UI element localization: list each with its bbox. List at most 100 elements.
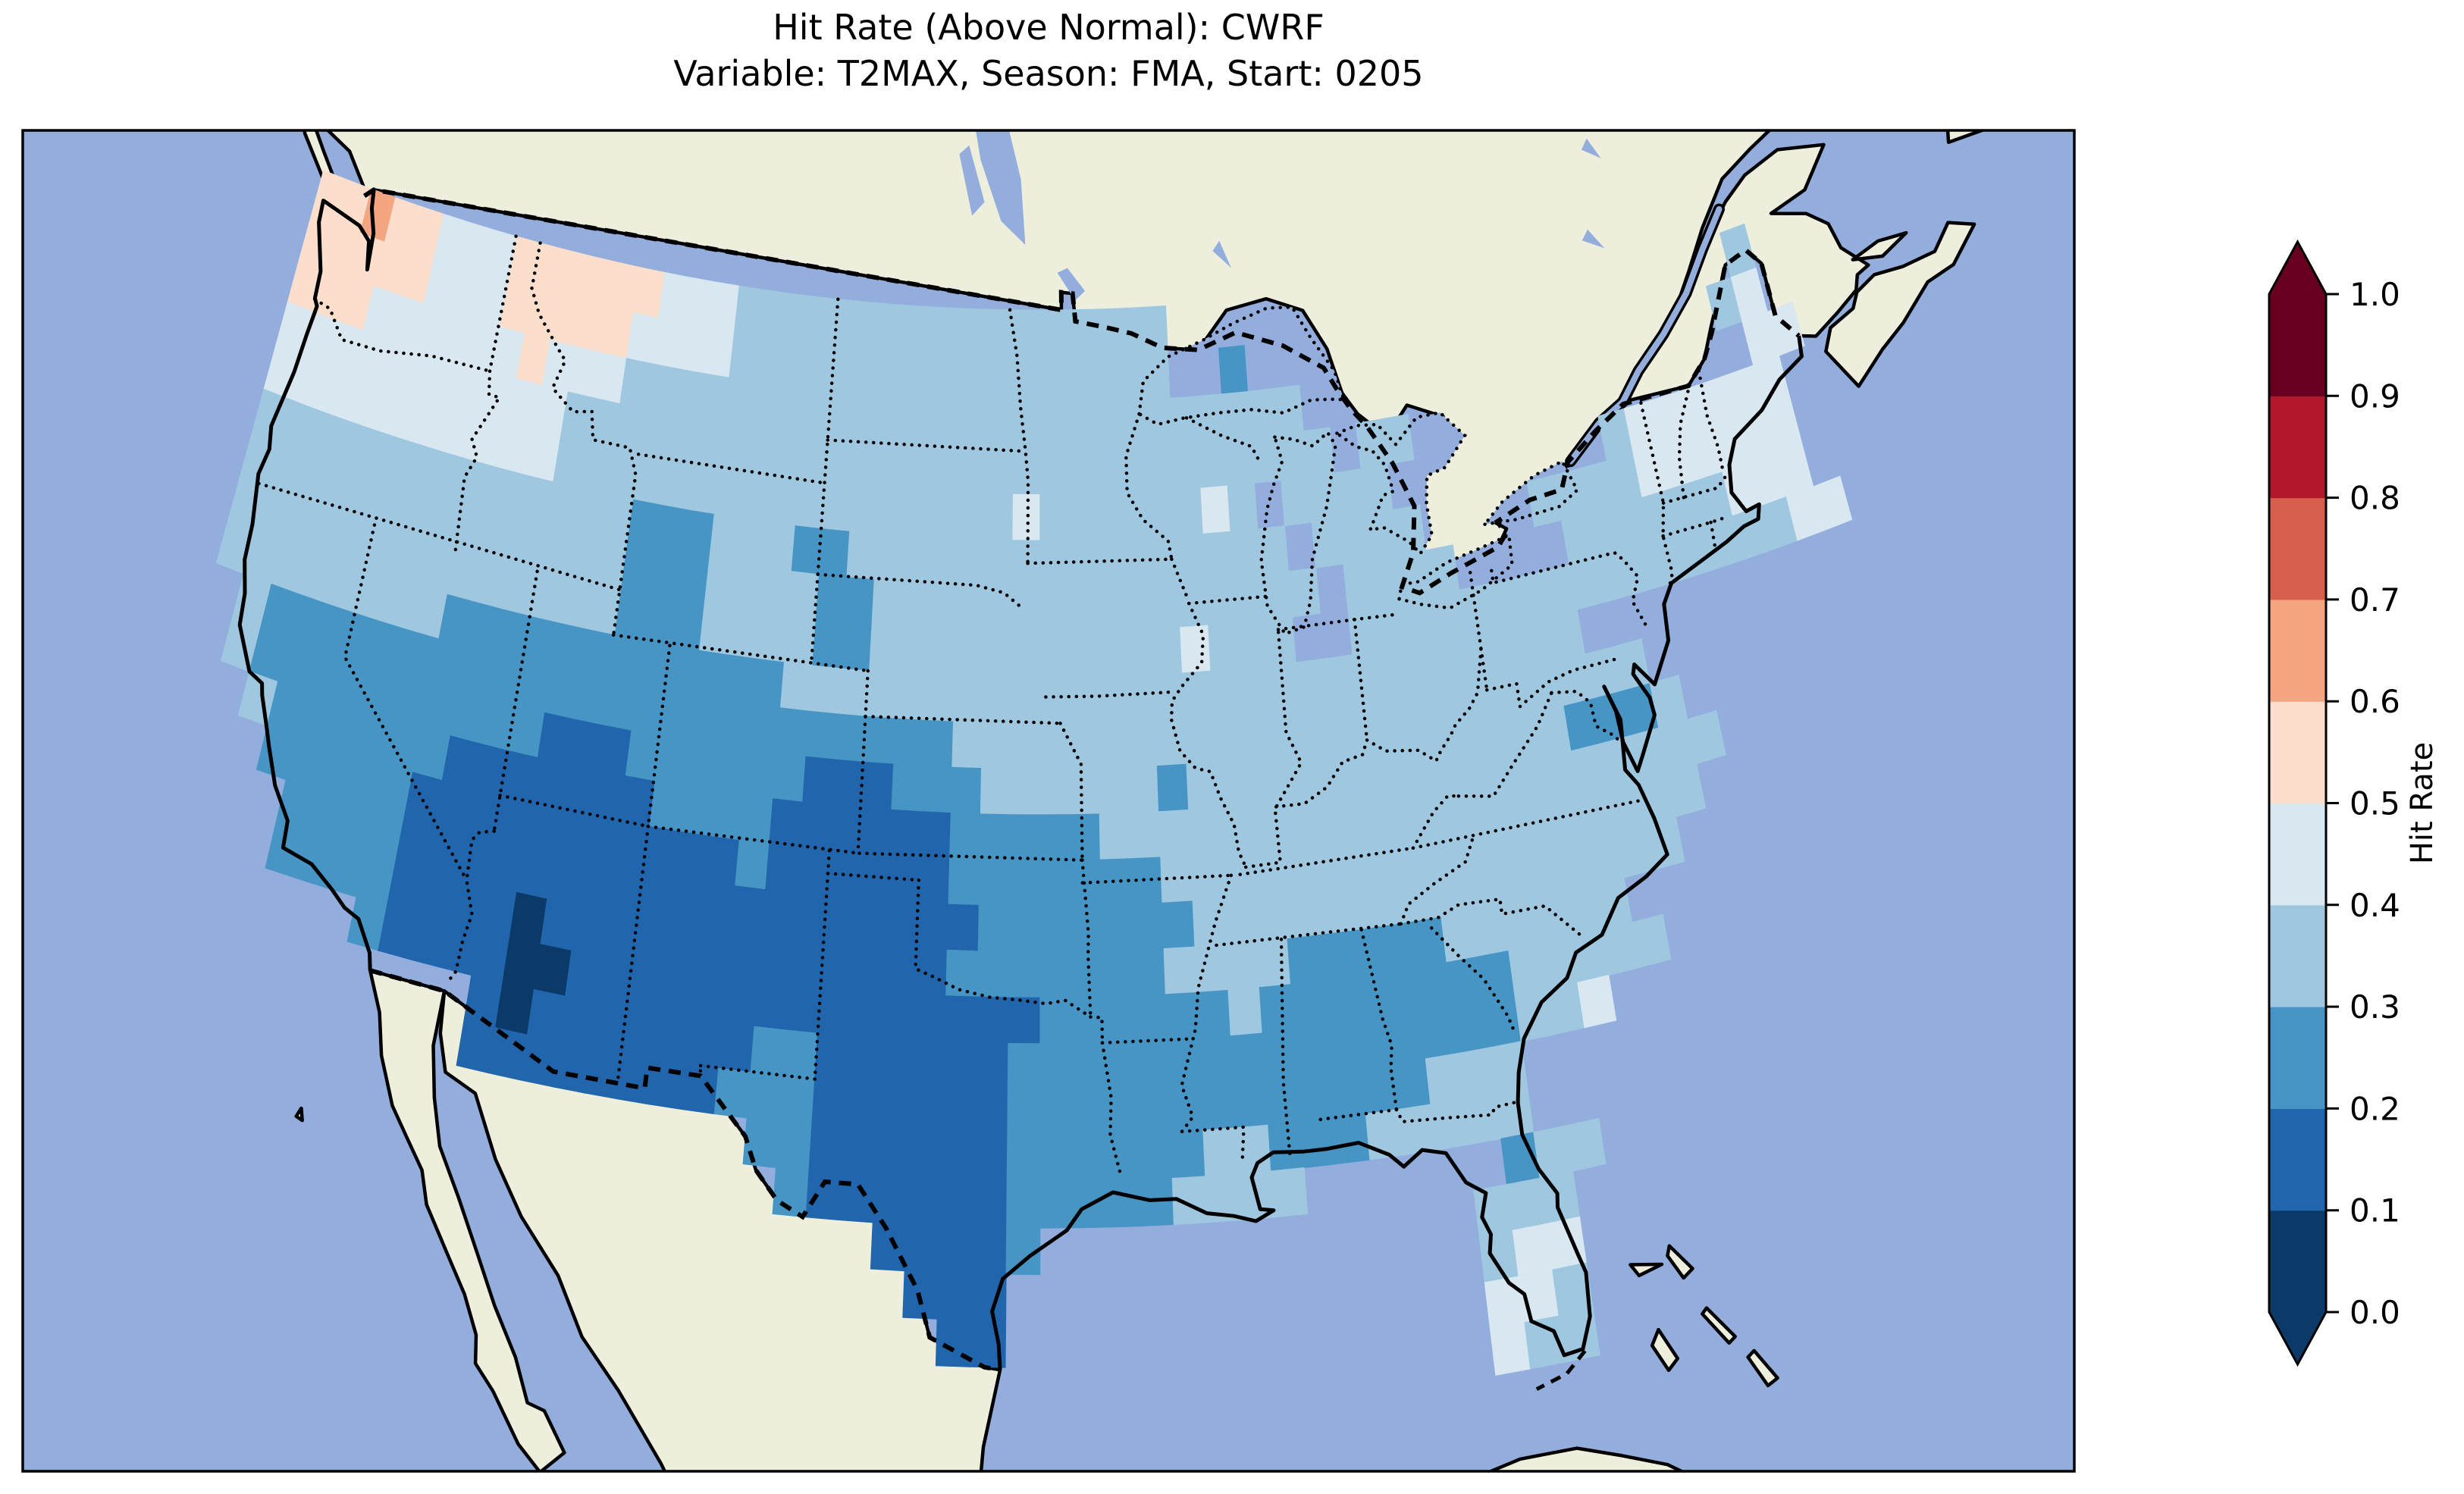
grid-cell bbox=[1325, 1022, 1362, 1073]
grid-cell bbox=[822, 482, 854, 532]
grid-cell bbox=[1150, 581, 1181, 630]
grid-cell bbox=[1256, 938, 1292, 988]
grid-cell bbox=[926, 628, 957, 677]
grid-cell bbox=[772, 1167, 810, 1218]
grid-cell bbox=[1010, 722, 1041, 770]
grid-cell bbox=[1146, 490, 1177, 538]
grid-cell bbox=[1218, 345, 1249, 395]
grid-cell bbox=[987, 355, 1015, 403]
grid-cell bbox=[911, 305, 940, 355]
grid-cell bbox=[852, 439, 882, 489]
grid-cell bbox=[923, 674, 955, 722]
grid-cell bbox=[1813, 475, 1853, 531]
grid-cell bbox=[565, 950, 603, 1003]
grid-cell bbox=[876, 487, 907, 537]
grid-cell bbox=[743, 749, 778, 800]
grid-cell bbox=[1096, 630, 1127, 678]
grid-cell bbox=[718, 1022, 755, 1073]
grid-cell bbox=[769, 798, 804, 848]
grid-cell bbox=[1092, 446, 1121, 495]
grid-cell bbox=[808, 1124, 845, 1175]
grid-cell bbox=[1039, 631, 1069, 678]
state-border-line bbox=[1399, 897, 1587, 941]
grid-cell bbox=[1067, 676, 1099, 724]
grid-cell bbox=[960, 400, 989, 449]
grid-cell bbox=[1156, 763, 1190, 813]
grid-cell bbox=[1039, 768, 1071, 816]
grid-cell bbox=[1506, 1177, 1547, 1231]
grid-cell bbox=[1065, 401, 1094, 449]
canadian-lake bbox=[1057, 268, 1086, 301]
grid-cell bbox=[927, 583, 958, 631]
grid-cell bbox=[1425, 1053, 1464, 1105]
grid-cell bbox=[1409, 916, 1447, 969]
grid-cell bbox=[846, 531, 878, 581]
grid-cell bbox=[1645, 816, 1685, 871]
grid-cell bbox=[1334, 468, 1367, 519]
grid-cell bbox=[908, 397, 937, 446]
grid-cell bbox=[1139, 1177, 1174, 1227]
grid-cell bbox=[1687, 709, 1726, 765]
grid-cell bbox=[942, 1087, 977, 1135]
state-border-line bbox=[1353, 618, 1369, 742]
state-border-line bbox=[1080, 858, 1092, 1019]
grid-cell bbox=[915, 902, 949, 951]
grid-cell bbox=[616, 1053, 655, 1105]
grid-cell bbox=[879, 441, 909, 491]
grid-cell bbox=[973, 1134, 1008, 1182]
grid-cell bbox=[1227, 482, 1259, 532]
grid-cell bbox=[1666, 763, 1707, 818]
grid-cell bbox=[1066, 447, 1095, 495]
grid-cell bbox=[1356, 1017, 1394, 1069]
grid-cell bbox=[1155, 718, 1187, 767]
grid-cell bbox=[961, 354, 989, 402]
grid-cell bbox=[984, 539, 1014, 587]
state-border-line bbox=[1100, 1037, 1195, 1045]
grid-cell bbox=[1161, 900, 1196, 950]
grid-cell bbox=[1128, 811, 1161, 860]
grid-cell bbox=[1136, 1085, 1171, 1135]
colorbar-segment bbox=[2269, 294, 2326, 396]
colorbar-tick-label: 1.0 bbox=[2350, 276, 2400, 313]
grid-cell bbox=[1483, 995, 1522, 1048]
grid-cell bbox=[897, 627, 929, 675]
grid-cell bbox=[779, 1075, 816, 1126]
grid-cell bbox=[889, 809, 922, 858]
lake-outline-ontario bbox=[1481, 459, 1580, 527]
grid-cell bbox=[829, 390, 859, 441]
grid-cell bbox=[805, 1170, 843, 1221]
grid-cell bbox=[1271, 1167, 1309, 1218]
state-border-line bbox=[492, 569, 539, 833]
grid-cell bbox=[1137, 1132, 1173, 1181]
state-border-line bbox=[487, 234, 518, 373]
state-border-line bbox=[1080, 873, 1234, 885]
grid-cell bbox=[861, 301, 890, 351]
grid-cell bbox=[1091, 400, 1120, 449]
grid-cell bbox=[1370, 831, 1406, 882]
grid-cell bbox=[1208, 622, 1240, 672]
state-border-line bbox=[1399, 835, 1475, 926]
grid-cell bbox=[883, 349, 913, 399]
grid-cell bbox=[920, 766, 953, 814]
grid-cell bbox=[972, 1180, 1008, 1229]
state-border-line bbox=[1184, 416, 1263, 466]
state-border-line bbox=[257, 481, 622, 592]
grid-cell bbox=[849, 485, 880, 534]
grid-cell bbox=[763, 521, 796, 572]
grid-cell bbox=[1124, 628, 1155, 677]
grid-cell bbox=[1462, 1092, 1502, 1145]
grid-cell bbox=[1300, 1117, 1338, 1169]
grid-cell bbox=[1324, 654, 1358, 705]
grid-cell bbox=[730, 885, 766, 936]
grid-cell bbox=[676, 554, 710, 606]
bahamas-island bbox=[1746, 1348, 1779, 1388]
grid-cell bbox=[1039, 951, 1072, 998]
grid-cell bbox=[917, 857, 951, 905]
grid-cell bbox=[1180, 625, 1212, 674]
grid-cell bbox=[1446, 956, 1484, 1009]
colorbar-tick-label: 0.1 bbox=[2350, 1192, 2400, 1229]
grid-cell bbox=[1105, 1179, 1141, 1228]
grid-cell bbox=[808, 665, 842, 715]
